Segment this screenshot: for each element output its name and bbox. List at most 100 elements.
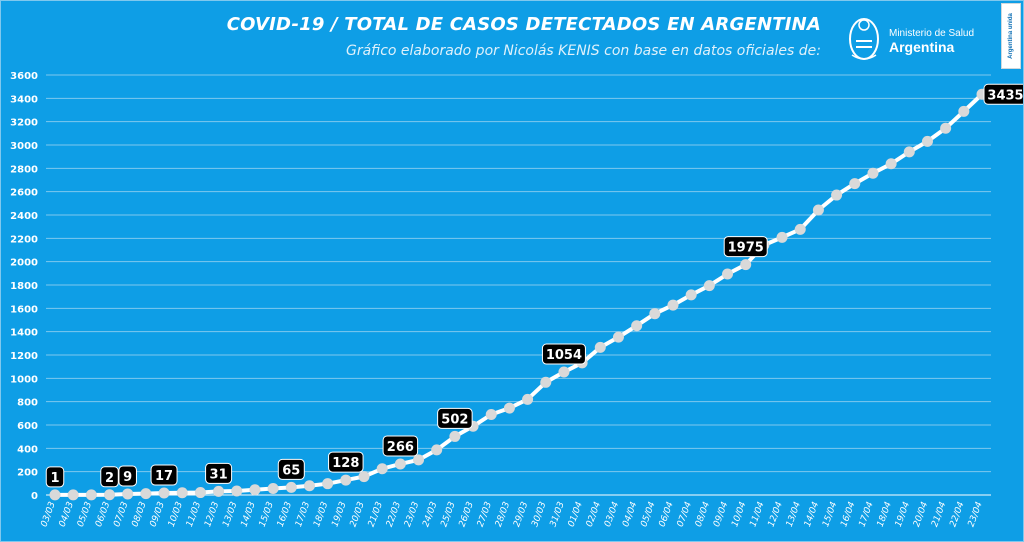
x-tick-label: 06/03: [94, 500, 112, 528]
data-label: 9: [123, 470, 132, 485]
x-tick-label: 01/04: [567, 500, 585, 528]
x-tick-label: 16/03: [276, 500, 294, 528]
x-tick-label: 04/03: [58, 500, 76, 528]
data-point: [540, 376, 552, 388]
data-point: [612, 331, 624, 343]
data-label: 128: [332, 456, 359, 471]
x-tick-label: 30/03: [530, 500, 548, 528]
x-tick-label: 07/03: [112, 500, 130, 528]
x-tick-label: 07/04: [676, 500, 694, 528]
data-point: [122, 488, 134, 500]
x-tick-label: 10/03: [167, 500, 185, 528]
chart-title: COVID-19 / TOTAL DE CASOS DETECTADOS EN …: [226, 14, 821, 35]
x-tick-label: 13/04: [785, 500, 803, 528]
x-tick-label: 18/04: [876, 500, 894, 528]
data-point: [322, 478, 334, 490]
data-label-box: [45, 466, 65, 488]
data-label-box: [118, 465, 137, 487]
x-tick-label: 23/04: [967, 500, 985, 528]
x-tick-label: 09/04: [712, 500, 730, 528]
data-point: [213, 485, 225, 497]
badge-text: Argentina unida: [1008, 13, 1014, 59]
data-point: [104, 489, 116, 501]
ministry-name-line2: Argentina: [889, 39, 955, 55]
data-point: [558, 366, 570, 378]
data-point: [140, 488, 152, 500]
data-point: [649, 308, 661, 320]
data-label-box: [437, 407, 473, 429]
ministry-name-line1: Ministerio de Salud: [889, 28, 975, 39]
data-point: [849, 178, 861, 190]
x-tick-label: 15/03: [258, 500, 276, 528]
data-label: 1054: [546, 348, 582, 363]
x-tick-label: 14/03: [239, 500, 257, 528]
data-point: [231, 485, 243, 497]
y-tick-label: 2600: [10, 188, 38, 199]
x-tick-label: 22/03: [385, 500, 403, 528]
y-tick-label: 3400: [10, 94, 38, 105]
x-tick-label: 26/03: [458, 500, 476, 528]
data-point: [449, 430, 461, 442]
data-point: [85, 489, 97, 501]
x-tick-label: 20/03: [349, 500, 367, 528]
data-point: [594, 341, 606, 353]
data-label-box: [983, 83, 1023, 105]
x-tick-label: 02/04: [585, 500, 603, 528]
x-tick-label: 24/03: [421, 500, 439, 528]
data-point: [285, 481, 297, 493]
y-tick-label: 3600: [10, 71, 38, 82]
data-label-box: [150, 464, 178, 486]
y-tick-label: 1400: [10, 328, 38, 339]
data-point: [831, 189, 843, 201]
chart-subtitle: Gráfico elaborado por Nicolás KENIS con …: [345, 43, 821, 59]
x-tick-label: 10/04: [730, 500, 748, 528]
x-tick-label: 06/04: [658, 500, 676, 528]
data-point: [358, 471, 370, 483]
x-tick-label: 31/03: [548, 500, 566, 528]
x-tick-label: 11/04: [748, 500, 766, 528]
data-point: [194, 487, 206, 499]
data-point: [903, 146, 915, 158]
x-tick-label: 04/04: [621, 500, 639, 528]
data-label: 502: [441, 412, 468, 427]
data-label-box: [277, 458, 305, 480]
data-point: [885, 158, 897, 170]
y-tick-label: 600: [17, 421, 38, 432]
y-tick-label: 2400: [10, 211, 38, 222]
x-tick-label: 29/03: [512, 500, 530, 528]
x-tick-label: 05/03: [76, 500, 94, 528]
data-point: [303, 480, 315, 492]
data-point: [49, 489, 61, 501]
y-tick-label: 1600: [10, 304, 38, 315]
data-point: [67, 489, 79, 501]
data-label: 17: [155, 469, 173, 484]
data-point: [776, 231, 788, 243]
data-label-box: [541, 343, 586, 365]
data-point: [394, 458, 406, 470]
x-tick-label: 03/04: [603, 500, 621, 528]
data-point: [431, 444, 443, 456]
data-point: [740, 259, 752, 271]
data-label: 31: [210, 467, 228, 482]
data-label-box: [100, 466, 119, 488]
data-point: [485, 409, 497, 420]
data-label: 266: [387, 440, 414, 455]
x-tick-label: 25/03: [439, 500, 457, 528]
x-tick-label: 03/03: [40, 500, 58, 528]
x-tick-label: 20/04: [912, 500, 930, 528]
y-tick-label: 2800: [10, 164, 38, 175]
x-tick-label: 28/03: [494, 500, 512, 528]
data-point: [631, 320, 643, 332]
data-point: [921, 135, 933, 147]
y-tick-label: 1800: [10, 281, 38, 292]
data-label: 1: [50, 471, 59, 486]
x-tick-label: 19/04: [894, 500, 912, 528]
data-point: [722, 268, 734, 280]
x-tick-label: 15/04: [821, 500, 839, 528]
x-tick-label: 14/04: [803, 500, 821, 528]
y-tick-label: 0: [31, 491, 38, 502]
data-label: 3435: [987, 88, 1023, 103]
data-point: [667, 299, 679, 311]
data-point: [940, 122, 952, 134]
